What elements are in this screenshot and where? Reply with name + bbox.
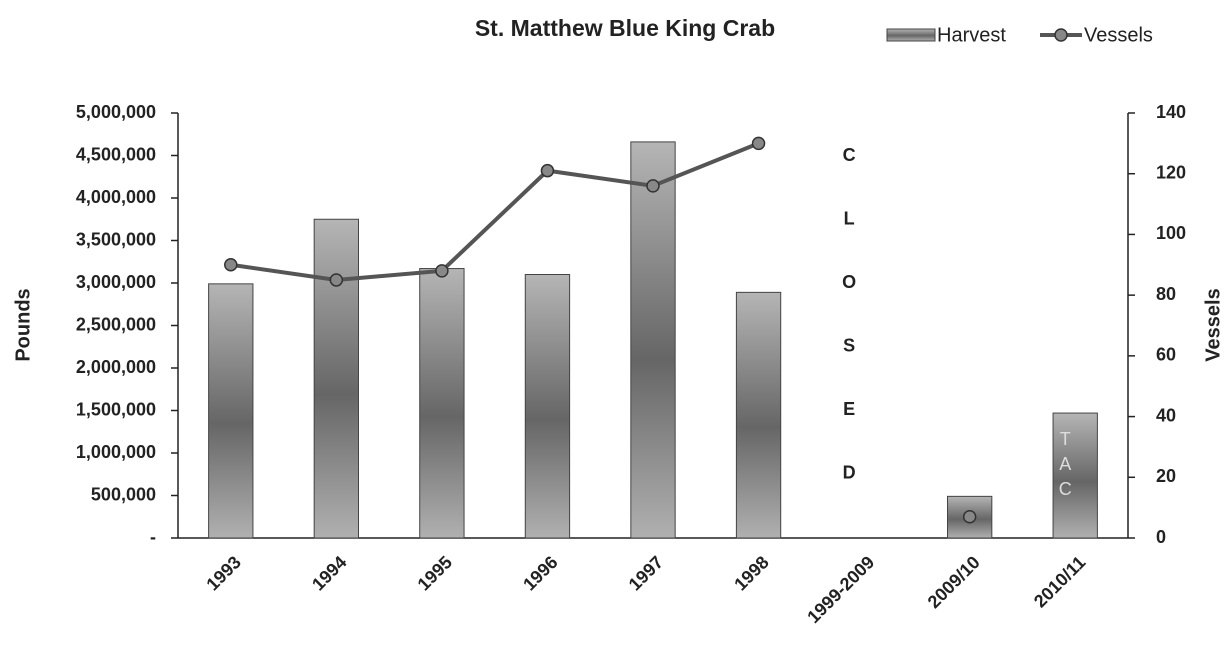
bar — [524, 274, 571, 539]
x-tick-label: 2010/11 — [1030, 552, 1089, 611]
x-tick-label: 1995 — [414, 552, 456, 594]
y2-tick-label: 40 — [1156, 405, 1176, 425]
bar — [313, 218, 359, 539]
y-tick-label: 2,500,000 — [76, 314, 156, 334]
y-tick-label: 4,000,000 — [76, 187, 156, 207]
line-marker — [435, 264, 449, 278]
line-marker — [224, 258, 238, 272]
legend-label: Harvest — [937, 24, 1006, 46]
bar — [419, 268, 465, 539]
bar — [630, 141, 676, 539]
y-tick-label: 1,000,000 — [76, 442, 156, 462]
annotation-letter: C — [843, 145, 856, 165]
x-tick-label: 2009/10 — [924, 552, 984, 612]
line-marker — [962, 510, 977, 524]
x-tick-label: 1994 — [308, 552, 350, 594]
y-axis-label: Pounds — [12, 288, 34, 361]
y-tick-label: - — [150, 527, 156, 547]
x-tick-label: 1999-2009 — [803, 552, 878, 627]
y2-tick-label: 60 — [1156, 345, 1176, 365]
y2-tick-label: 100 — [1156, 223, 1186, 243]
legend-marker — [1054, 28, 1068, 42]
y-tick-label: 2,000,000 — [76, 357, 156, 377]
y-tick-label: 500,000 — [91, 484, 156, 504]
y2-tick-label: 20 — [1156, 466, 1176, 486]
annotation-letter: T — [1060, 429, 1071, 449]
y-tick-label: 1,500,000 — [76, 399, 156, 419]
x-tick-label: 1996 — [519, 552, 561, 594]
line-marker — [646, 179, 660, 193]
line-marker — [540, 163, 555, 178]
y-tick-label: 5,000,000 — [76, 102, 156, 122]
y2-tick-label: 140 — [1156, 102, 1186, 122]
x-tick-label: 1993 — [203, 552, 245, 594]
annotation-letter: S — [843, 335, 855, 355]
y-tick-label: 3,000,000 — [76, 272, 156, 292]
legend-swatch — [886, 28, 936, 42]
annotation-letter: O — [842, 272, 856, 292]
annotation-letter: D — [843, 462, 856, 482]
y2-tick-label: 120 — [1156, 162, 1186, 182]
annotation-letter: A — [1059, 454, 1071, 474]
chart-title: St. Matthew Blue King Crab — [475, 15, 775, 41]
annotation-letter: C — [1059, 479, 1072, 499]
y2-axis-label: Vessels — [1202, 288, 1224, 361]
legend-label: Vessels — [1084, 24, 1153, 46]
y2-tick-label: 80 — [1156, 284, 1176, 304]
x-tick-label: 1997 — [625, 552, 667, 594]
bar — [735, 291, 782, 539]
y-tick-label: 4,500,000 — [76, 144, 156, 164]
annotation-letter: E — [843, 399, 855, 419]
y2-tick-label: 0 — [1156, 527, 1166, 547]
line-marker — [751, 136, 766, 151]
line-marker — [329, 273, 344, 287]
bar — [1052, 412, 1098, 539]
annotation-letter: L — [844, 208, 855, 228]
bar — [208, 283, 254, 539]
y-tick-label: 3,500,000 — [76, 229, 156, 249]
x-tick-label: 1998 — [730, 552, 772, 594]
